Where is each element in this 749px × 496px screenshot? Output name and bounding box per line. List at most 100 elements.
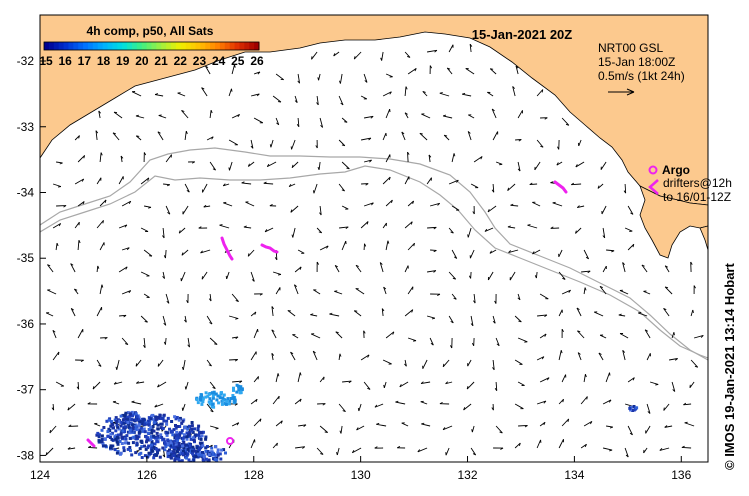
colorbar-swatch — [205, 42, 211, 50]
current-vector — [250, 439, 256, 449]
sst-pixel — [207, 400, 211, 404]
sst-pixel — [191, 452, 195, 456]
colorbar: 4h comp, p50, All Sats 15 16 17 18 19 20 21 22 2… — [39, 24, 264, 68]
current-vector-head — [376, 422, 380, 425]
current-vector — [70, 308, 76, 317]
sst-pixel — [157, 415, 161, 419]
current-vector — [683, 403, 692, 406]
sst-pixel — [169, 450, 173, 454]
sst-pixel — [159, 433, 163, 437]
sst-pixel — [182, 441, 186, 444]
current-vector-head — [480, 156, 483, 160]
current-vector — [356, 425, 365, 431]
current-vector — [624, 227, 633, 232]
current-vector — [407, 68, 417, 75]
colorbar-tick-label: 20 — [135, 54, 149, 68]
current-vector-head — [296, 124, 300, 128]
current-vector — [578, 139, 582, 147]
current-vector — [426, 315, 436, 319]
sst-pixel — [238, 387, 242, 391]
current-vector — [334, 290, 343, 295]
sst-pixel — [211, 394, 215, 398]
current-vector — [253, 71, 261, 75]
current-vector-head — [484, 228, 488, 232]
current-vector-head — [323, 376, 325, 380]
current-vector-head — [622, 350, 626, 353]
current-vector-head — [544, 333, 547, 337]
sst-pixel — [119, 431, 123, 435]
current-vector-head — [374, 404, 378, 408]
sst-pixel — [188, 424, 191, 428]
sst-pixel — [629, 408, 633, 412]
sst-pixel — [197, 433, 201, 437]
colorbar-swatch — [136, 42, 143, 50]
sst-pixel — [190, 427, 194, 431]
current-vector-head — [609, 449, 613, 452]
current-vector-head — [383, 286, 387, 290]
current-vector — [297, 372, 301, 383]
colorbar-swatch — [73, 42, 79, 50]
current-vector — [507, 183, 516, 191]
current-vector — [291, 161, 299, 169]
sst-pixel — [222, 448, 226, 452]
current-vector-head — [123, 314, 127, 318]
sst-pixel — [180, 429, 184, 433]
sst-pixel — [228, 399, 232, 403]
current-vector — [517, 337, 528, 343]
current-vector — [121, 290, 131, 295]
current-vector — [601, 205, 607, 215]
sst-pixel — [202, 455, 206, 459]
sst-pixel — [156, 435, 160, 438]
sst-pixel — [142, 427, 146, 431]
current-vector — [338, 353, 341, 361]
current-vector — [407, 200, 414, 207]
current-vector-head — [450, 320, 454, 324]
sst-pixel — [131, 426, 135, 430]
sst-pixel — [126, 417, 130, 421]
current-vector-head — [299, 266, 302, 270]
current-vector — [140, 271, 150, 277]
current-vector — [492, 131, 499, 141]
current-vector-head — [463, 407, 466, 411]
sst-pixel — [204, 395, 208, 399]
sst-pixel — [115, 440, 119, 444]
current-vector-head — [235, 300, 239, 302]
current-vector-head — [544, 117, 548, 120]
colorbar-swatch — [244, 42, 250, 50]
sst-pixel — [198, 430, 201, 434]
current-vector-head — [510, 203, 514, 206]
current-vector — [243, 226, 252, 229]
current-vector — [664, 265, 670, 273]
current-vector — [624, 183, 627, 194]
current-vector-head — [113, 381, 117, 385]
sst-pixel — [135, 437, 139, 441]
current-vector-head — [310, 313, 314, 316]
current-vector — [177, 92, 186, 97]
sst-pixel — [102, 426, 106, 429]
sst-pixel — [172, 450, 176, 454]
current-vector — [638, 312, 648, 317]
sst-pixel — [227, 402, 231, 406]
current-vector-head — [585, 256, 589, 260]
sst-pixel — [212, 390, 216, 394]
sst-pixel — [180, 452, 184, 455]
sst-pixel — [116, 433, 120, 437]
current-vector — [376, 423, 387, 427]
current-vector — [561, 117, 570, 126]
current-vector — [341, 161, 350, 170]
sst-pixel — [232, 386, 235, 390]
current-vector-head — [49, 429, 51, 434]
current-vector-head — [609, 426, 614, 429]
current-vector — [363, 202, 374, 207]
current-vector — [67, 403, 76, 411]
current-vector — [360, 221, 369, 229]
sst-pixel — [107, 418, 111, 422]
sst-pixel — [205, 445, 209, 448]
current-vector — [558, 249, 563, 258]
current-vector-head — [618, 313, 622, 316]
colorbar-swatch — [234, 42, 240, 50]
current-vector — [339, 226, 349, 229]
current-vector — [228, 139, 238, 146]
sst-pixel — [192, 439, 196, 442]
sst-pixel — [105, 419, 109, 423]
